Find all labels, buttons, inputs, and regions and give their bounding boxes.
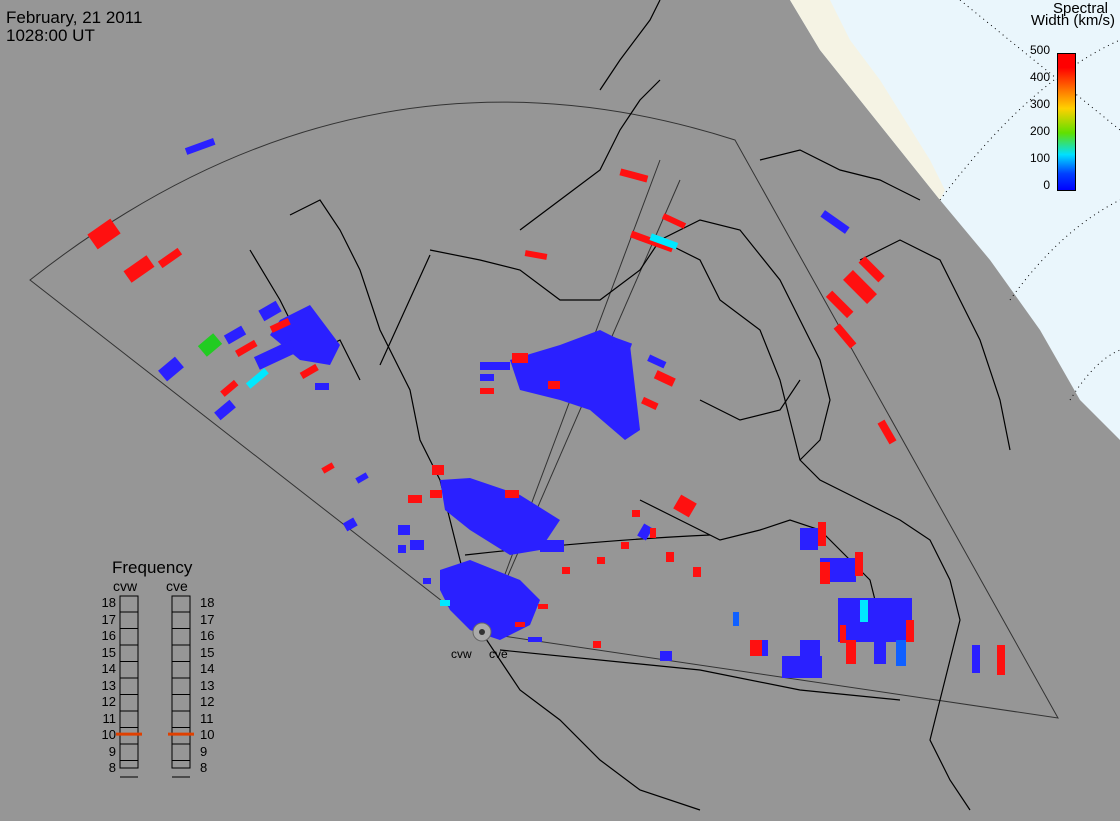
colorbar-tick: 200: [1029, 124, 1050, 138]
frequency-scale-label: 16: [200, 628, 215, 643]
frequency-scale-label: 15: [200, 644, 215, 660]
colorbar-tick: 100: [1029, 151, 1050, 165]
frequency-scale-label: 13: [200, 677, 215, 693]
radar-fov-boundary: [29, 101, 1059, 719]
spectral-width-colorbar: [1057, 53, 1076, 191]
frequency-scale-label: 17: [101, 611, 116, 627]
frequency-scale-label: 17: [200, 611, 215, 627]
frequency-scale-label: 11: [102, 710, 117, 726]
colorbar-tick: 300: [1029, 97, 1050, 111]
time-label: 1028:00 UT: [6, 26, 95, 45]
frequency-scale-label: 10: [200, 727, 215, 742]
coastlines: [249, 0, 1011, 811]
frequency-ticks: [116, 611, 194, 778]
frequency-scale-label: 14: [101, 661, 116, 676]
frequency-scale-label: 13: [101, 677, 116, 693]
backscatter-patches: [87, 138, 1005, 678]
frequency-scale-label: 15: [101, 644, 116, 660]
frequency-columns: [119, 595, 191, 769]
frequency-scale-label: 8: [108, 760, 116, 775]
frequency-scale-label: 12: [101, 694, 116, 709]
frequency-scale-label: 18: [200, 595, 215, 610]
frequency-scale-label: 11: [200, 710, 214, 726]
radar-name-cve: cve: [166, 578, 188, 594]
colorbar-title: Spectral: [1052, 0, 1108, 17]
frequency-scale-label: 12: [200, 694, 215, 709]
frequency-scale-label: 14: [200, 661, 215, 676]
date-label: February, 21 2011: [6, 8, 143, 27]
radar-name-cvw: cvw: [113, 578, 138, 594]
colorbar-title-units: Width (km/s): [1030, 12, 1115, 29]
site-label-cvw: cvw: [451, 647, 472, 661]
frequency-scale-label: 9: [200, 743, 208, 759]
radar-site-center: [479, 629, 485, 635]
colorbar-tick: 400: [1029, 70, 1050, 84]
colorbar-tick: 500: [1029, 43, 1050, 57]
frequency-scale-label: 9: [108, 743, 116, 759]
frequency-scale-label: 18: [101, 595, 116, 610]
frequency-scale-label: 8: [200, 760, 208, 775]
frequency-scale-label: 16: [101, 628, 116, 643]
site-label-cve: cve: [489, 647, 508, 661]
frequency-panel-title: Frequency: [112, 558, 193, 577]
latitude-ring: [1069, 349, 1120, 401]
frequency-scale-label: 10: [101, 727, 116, 742]
arctic-coast-sand: [790, 0, 945, 200]
colorbar-tick: 0: [1043, 178, 1050, 192]
